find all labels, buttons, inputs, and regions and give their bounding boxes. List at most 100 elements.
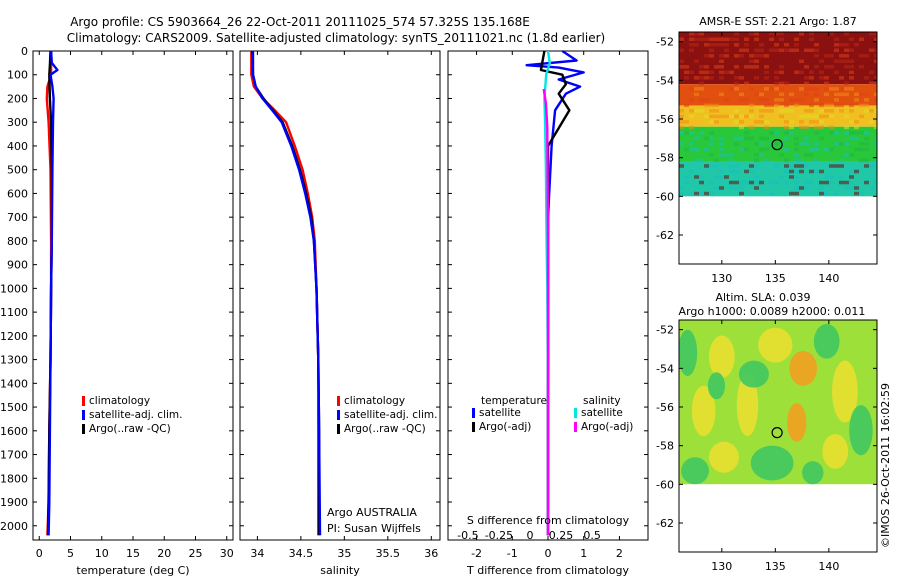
sst-texture-cell — [699, 158, 704, 163]
sst-texture-cell — [869, 81, 874, 86]
sst-texture-cell — [754, 59, 759, 64]
sst-texture-cell — [859, 103, 864, 108]
sst-texture-cell — [794, 158, 799, 163]
salinity-diff-tick-label: -0.5 — [457, 529, 478, 542]
sst-texture-cell — [774, 142, 779, 146]
sst-texture-cell — [804, 81, 809, 86]
sst-texture-cell — [709, 43, 714, 47]
sst-texture-cell — [864, 76, 869, 80]
map-y-tick-label: -52 — [656, 36, 674, 49]
sla-anomaly-blob — [691, 385, 716, 436]
sst-texture-cell — [804, 125, 809, 130]
sst-texture-cell — [754, 164, 759, 168]
sst-texture-cell — [744, 114, 749, 119]
sst-texture-cell — [679, 186, 684, 190]
x-tick-label: 25 — [189, 547, 203, 560]
difference-legend: temperature salinitysatelliteArgo(-adj)sa… — [472, 395, 633, 433]
sst-texture-cell — [804, 164, 809, 168]
sst-texture-cell — [689, 125, 694, 130]
sst-texture-cell — [739, 92, 744, 97]
sst-texture-cell — [764, 120, 769, 124]
sst-texture-cell — [729, 186, 734, 190]
sst-texture-cell — [819, 76, 824, 80]
sst-texture-cell — [709, 191, 714, 196]
sst-texture-cell — [804, 48, 809, 53]
sst-texture-cell — [699, 131, 704, 135]
sst-texture-cell — [829, 114, 834, 119]
sst-texture-cell — [754, 92, 759, 97]
y-tick-label: 1000 — [0, 282, 28, 295]
sst-texture-cell — [809, 76, 814, 80]
sst-texture-cell — [799, 87, 804, 91]
y-tick-label: 400 — [7, 140, 28, 153]
sla-anomaly-blob — [707, 372, 726, 400]
sst-texture-cell — [849, 131, 854, 135]
sst-texture-cell — [734, 114, 739, 119]
sst-texture-cell — [749, 59, 754, 64]
x-axis-label: T difference from climatology — [466, 564, 629, 577]
sst-texture-cell — [754, 54, 759, 58]
sst-texture-cell — [794, 175, 799, 179]
sst-texture-cell — [699, 65, 704, 69]
sst-texture-cell — [704, 114, 709, 119]
series-line-salinity-argo-adj- — [542, 88, 550, 536]
sst-texture-cell — [779, 109, 784, 113]
plot-frame — [239, 50, 441, 541]
sst-texture-cell — [799, 169, 804, 174]
sst-texture-cell — [739, 120, 744, 124]
sst-texture-cell — [689, 98, 694, 102]
sst-texture-cell — [859, 147, 864, 152]
source-line1: Argo AUSTRALIA — [327, 506, 417, 519]
sst-texture-cell — [829, 103, 834, 108]
sst-texture-cell — [759, 109, 764, 113]
sla-map-axes: -52 -54 -56 -58 -60 -62 130 135 140 Altim. SLA: 0… — [656, 291, 878, 573]
sst-texture-cell — [794, 43, 799, 47]
sst-texture-cell — [789, 98, 794, 102]
sst-texture-cell — [864, 54, 869, 58]
sst-texture-cell — [754, 65, 759, 69]
sst-texture-cell — [769, 48, 774, 53]
sst-texture-cell — [849, 37, 854, 42]
sst-texture-cell — [794, 180, 799, 185]
sst-texture-cell — [749, 125, 754, 130]
sst-texture-cell — [749, 180, 754, 185]
sla-anomaly-blob — [679, 329, 698, 377]
legend-label: satellite — [581, 407, 623, 419]
sst-texture-cell — [749, 109, 754, 113]
sst-texture-cell — [694, 32, 699, 36]
sst-texture-cell — [679, 191, 684, 196]
sst-texture-cell — [704, 136, 709, 141]
sst-texture-cell — [704, 164, 709, 168]
sst-texture-cell — [774, 103, 779, 108]
sst-texture-cell — [704, 43, 709, 47]
sst-texture-cell — [734, 180, 739, 185]
sst-texture-cell — [764, 136, 769, 141]
sst-texture-cell — [694, 43, 699, 47]
sst-texture-cell — [679, 142, 684, 146]
sst-texture-cell — [839, 142, 844, 146]
series-line-satellite-adj-clim- — [251, 51, 322, 536]
sst-texture-cell — [694, 109, 699, 113]
sst-texture-cell — [799, 32, 804, 36]
y-tick-label: 600 — [7, 187, 28, 200]
sst-texture-cell — [794, 147, 799, 152]
sst-texture-cell — [774, 70, 779, 75]
sst-texture-cell — [704, 54, 709, 58]
sst-texture-cell — [679, 59, 684, 64]
sst-texture-cell — [769, 103, 774, 108]
sst-texture-cell — [839, 76, 844, 80]
sst-texture-cell — [749, 164, 754, 168]
sst-texture-cell — [779, 32, 784, 36]
sst-texture-cell — [834, 103, 839, 108]
sst-texture-cell — [689, 191, 694, 196]
sst-texture-cell — [819, 59, 824, 64]
sst-texture-cell — [859, 158, 864, 163]
sst-texture-cell — [749, 114, 754, 119]
sst-texture-cell — [829, 131, 834, 135]
sst-texture-cell — [764, 70, 769, 75]
sst-texture-cell — [829, 180, 834, 185]
sst-texture-cell — [759, 142, 764, 146]
sst-texture-cell — [839, 164, 844, 168]
sst-texture-cell — [794, 169, 799, 174]
sst-texture-cell — [734, 87, 739, 91]
